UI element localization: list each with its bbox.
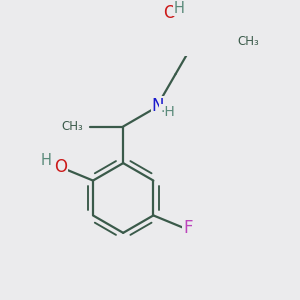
- Text: H: H: [174, 1, 185, 16]
- Text: CH₃: CH₃: [238, 34, 259, 48]
- Text: ·H: ·H: [160, 105, 175, 119]
- Text: H: H: [40, 153, 51, 168]
- Text: O: O: [54, 158, 67, 176]
- Text: O: O: [163, 4, 176, 22]
- Text: F: F: [183, 219, 193, 237]
- Text: N: N: [152, 97, 164, 115]
- Text: CH₃: CH₃: [61, 120, 83, 133]
